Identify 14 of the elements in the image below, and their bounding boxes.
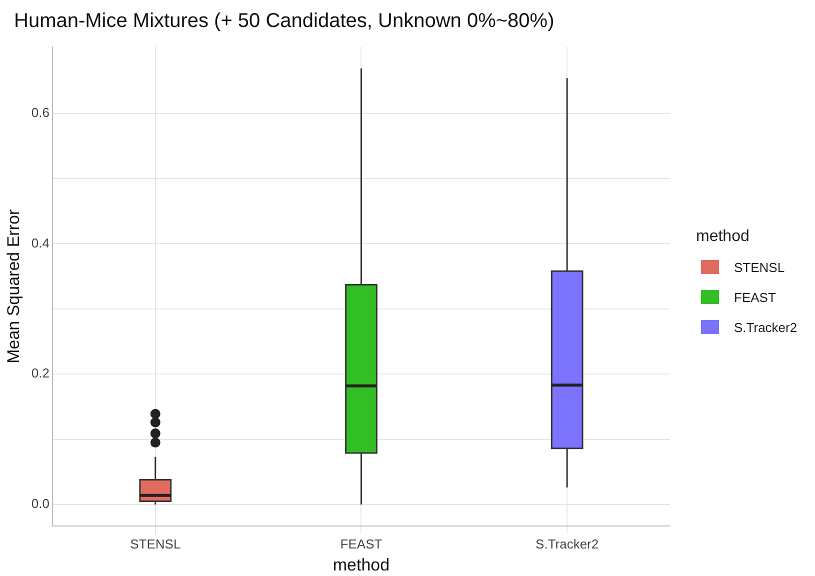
x-tick-label: S.Tracker2: [536, 536, 599, 552]
y-axis-title: Mean Squared Error: [4, 209, 23, 364]
x-axis-title: method: [332, 555, 390, 574]
legend-title: method: [696, 228, 750, 246]
y-tick-label: 0.6: [31, 104, 50, 120]
x-tick-label: STENSL: [130, 536, 181, 552]
y-tick-label: 0.4: [31, 235, 50, 250]
legend-label: FEAST: [734, 290, 776, 304]
x-tick-label: FEAST: [340, 536, 382, 552]
legend-label: S.Tracker2: [734, 320, 798, 334]
legend-label: STENSL: [734, 260, 785, 274]
chart-title: Human-Mice Mixtures (+ 50 Candidates, Unknown 0%~80%): [14, 10, 554, 33]
y-tick-label: 0.2: [31, 366, 50, 381]
y-tick-label: 0.0: [31, 496, 50, 512]
